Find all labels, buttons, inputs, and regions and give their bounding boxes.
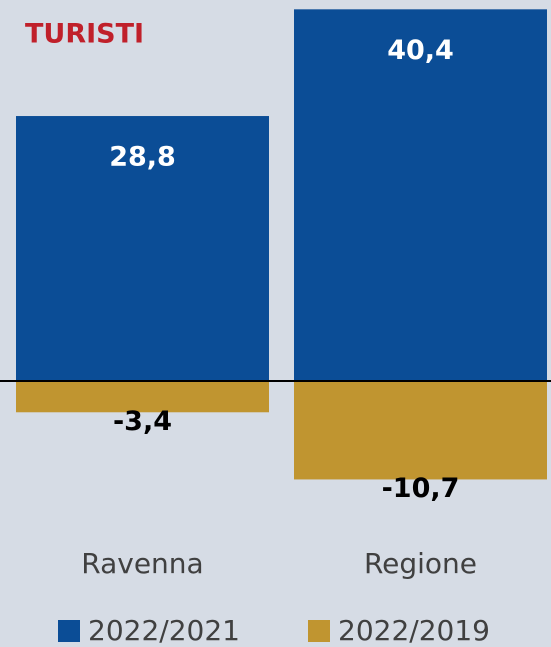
x-tick-label: Regione: [364, 547, 477, 580]
legend-label: 2022/2021: [88, 614, 240, 647]
data-label: -3,4: [113, 406, 172, 437]
bar: [16, 381, 269, 413]
bar: [16, 116, 269, 381]
legend-swatch: [308, 620, 330, 642]
data-label: 40,4: [387, 35, 454, 66]
bar: [294, 9, 547, 381]
legend-swatch: [58, 620, 80, 642]
x-tick-label: Ravenna: [81, 547, 203, 580]
bar: [294, 381, 547, 480]
data-label: 28,8: [109, 142, 176, 173]
data-label: -10,7: [382, 473, 460, 504]
legend-label: 2022/2019: [338, 614, 490, 647]
chart-title: TURISTI: [25, 19, 144, 50]
